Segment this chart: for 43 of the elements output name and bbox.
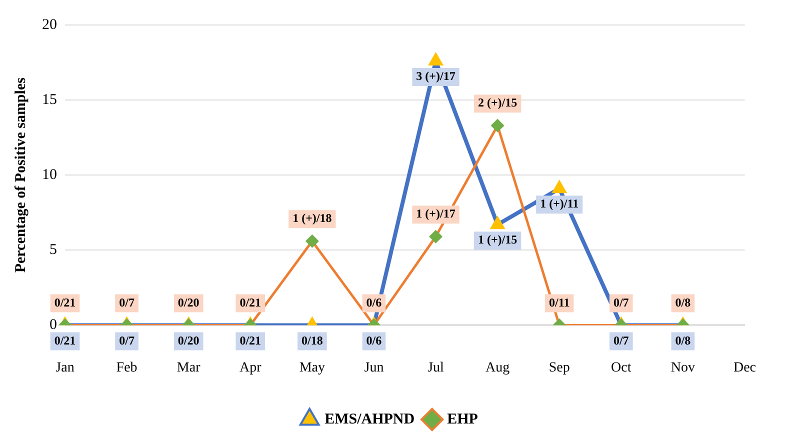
annotation: 1 (+)/11 — [540, 196, 579, 211]
x-tick-label: Dec — [733, 360, 756, 376]
annotation: 1 (+)/15 — [478, 232, 518, 247]
annotation: 0/11 — [549, 295, 570, 310]
annotation: 3 (+)/17 — [416, 69, 456, 84]
annotation: 0/7 — [119, 333, 134, 348]
annotation: 0/6 — [366, 295, 382, 310]
annotation: 2 (+)/15 — [478, 96, 518, 110]
y-tick-label: 0 — [50, 317, 57, 334]
annotation: 0/8 — [675, 333, 691, 348]
annotation: 0/7 — [613, 333, 629, 348]
x-tick-label: May — [299, 360, 326, 376]
legend-label: EMS/AHPND — [324, 411, 415, 428]
x-tick-label: Jul — [428, 360, 444, 376]
annotation: 0/8 — [675, 295, 691, 310]
annotation: 0/20 — [178, 333, 200, 348]
x-tick-label: Sep — [548, 360, 570, 376]
annotation: 0/7 — [119, 295, 134, 310]
point — [491, 119, 504, 132]
x-tick-label: Jun — [364, 360, 384, 376]
annotation: 0/21 — [240, 295, 262, 310]
legend-label: EHP — [447, 411, 478, 428]
annotation: 0/20 — [178, 295, 200, 310]
annotation: 0/21 — [54, 333, 76, 348]
x-tick-label: Mar — [176, 360, 201, 376]
annotation: 0/18 — [302, 333, 323, 348]
annotation: 1 (+)/17 — [416, 206, 456, 221]
annotation: 0/6 — [366, 333, 382, 348]
x-tick-label: Nov — [670, 360, 695, 376]
y-tick-label: 15 — [42, 92, 57, 108]
y-tick-label: 5 — [50, 242, 57, 258]
annotation: 1 (+)/18 — [292, 211, 332, 226]
x-tick-label: Oct — [611, 360, 632, 376]
y-tick-label: 10 — [42, 167, 57, 184]
annotation: 0/21 — [54, 295, 76, 310]
x-tick-label: Feb — [116, 360, 138, 376]
x-tick-label: Apr — [239, 360, 262, 376]
x-tick-label: Aug — [485, 360, 510, 376]
x-tick-label: Jan — [56, 360, 74, 376]
annotation: 0/21 — [240, 333, 262, 348]
y-tick-label: 20 — [42, 16, 57, 33]
y-axis-title: Percentage of Positive samples — [12, 77, 29, 273]
annotation: 0/7 — [613, 295, 629, 310]
